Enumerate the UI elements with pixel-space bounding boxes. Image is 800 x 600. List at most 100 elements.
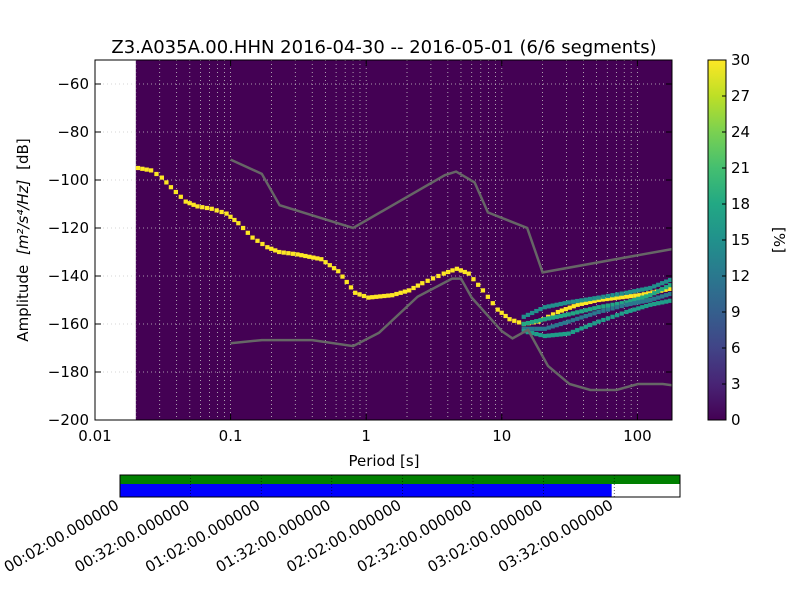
psd-cell-main: [600, 297, 605, 302]
psd-cell-main: [425, 278, 430, 283]
psd-cell-main: [173, 189, 179, 195]
psd-cell-main: [436, 273, 441, 279]
psd-cell-secondary: [615, 292, 620, 297]
psd-cell-secondary: [601, 294, 606, 299]
psd-cell-secondary: [652, 296, 657, 301]
psd-cell-secondary: [534, 326, 539, 331]
psd-cell-secondary: [628, 301, 633, 307]
psd-cell-main: [596, 297, 601, 303]
psd-cell-main: [187, 201, 192, 206]
psd-cell-main: [240, 225, 246, 231]
colorbar-tick-label: 9: [731, 303, 741, 321]
psd-cell-main: [386, 293, 391, 298]
psd-cell-secondary: [538, 318, 543, 323]
colorbar-tick-label: 15: [731, 231, 750, 249]
psd-cell-main: [361, 293, 367, 299]
psd-cell-secondary: [628, 308, 633, 313]
psd-cell-main: [592, 298, 597, 304]
psd-cell-main: [503, 313, 508, 319]
psd-cell-main: [290, 251, 296, 256]
psd-cell-secondary: [538, 307, 543, 312]
colorbar-label: [%]: [770, 227, 788, 253]
psd-cell-secondary: [660, 300, 665, 305]
psd-cell-main: [378, 294, 383, 299]
psd-cell-main: [164, 180, 169, 185]
colorbar-tick-label: 12: [731, 267, 750, 285]
psd-cell-secondary: [558, 332, 563, 337]
psd-cell-main: [204, 205, 210, 211]
psd-cell-secondary: [615, 305, 620, 310]
psd-cell-secondary: [605, 303, 611, 308]
psd-cell-main: [466, 271, 471, 276]
timeline-tick-label: 00:02:00.000000: [1, 496, 122, 576]
y-tick-label: −200: [48, 411, 89, 429]
psd-cell-secondary: [596, 305, 601, 310]
y-tick-label: −180: [48, 363, 89, 381]
psd-cell-main: [555, 309, 561, 315]
psd-cell-secondary: [575, 298, 580, 304]
psd-cell-secondary: [652, 301, 657, 307]
psd-cell-secondary: [640, 299, 645, 304]
y-tick-label: −160: [48, 315, 89, 333]
psd-cell-secondary: [648, 293, 653, 298]
psd-cell-main: [269, 246, 274, 251]
timeline-tick-label: 03:02:00.000000: [425, 496, 546, 576]
psd-cell-secondary: [570, 311, 576, 316]
psd-cell-secondary: [562, 313, 567, 318]
psd-cell-secondary: [632, 301, 637, 306]
psd-cell-main: [191, 202, 196, 207]
timeline-tick-labels: 00:02:00.00000000:32:00.00000001:02:00.0…: [1, 496, 616, 576]
psd-cell-main: [608, 296, 613, 301]
psd-cell-secondary: [632, 289, 637, 294]
y-axis-label: Amplitude [m²/s⁴/Hz] [dB]: [14, 138, 32, 341]
psd-cell-secondary: [575, 316, 580, 321]
y-axis-label-suffix: [dB]: [14, 138, 32, 170]
x-tick-label: 0.1: [219, 427, 243, 445]
psd-cell-secondary: [668, 283, 673, 288]
psd-cell-secondary: [546, 304, 551, 309]
psd-cell-secondary: [660, 287, 665, 292]
psd-cell-main: [140, 166, 145, 171]
psd-cell-main: [295, 252, 300, 257]
psd-cell-secondary: [592, 311, 597, 316]
psd-cell-secondary: [570, 318, 576, 323]
psd-cell-secondary: [660, 281, 665, 286]
psd-cell-secondary: [636, 288, 641, 293]
psd-cell-secondary: [562, 301, 567, 306]
psd-cell-secondary: [648, 285, 653, 291]
psd-cell-secondary: [640, 287, 645, 292]
psd-cell-secondary: [664, 279, 669, 284]
psd-cell-main: [624, 294, 630, 299]
psd-cell-secondary: [632, 297, 637, 303]
psd-cell-main: [214, 208, 219, 213]
psd-cell-secondary: [550, 315, 555, 320]
psd-cell-secondary: [605, 307, 611, 312]
psd-cell-secondary: [648, 297, 653, 303]
colorbar-tick-label: 3: [731, 375, 741, 393]
psd-cell-secondary: [583, 324, 588, 329]
psd-cell-secondary: [546, 333, 551, 338]
psd-cell-main: [336, 269, 341, 274]
chart-title: Z3.A035A.00.HHN 2016-04-30 -- 2016-05-01…: [111, 37, 656, 58]
y-axis-label-unit: [m²/s⁴/Hz]: [14, 179, 32, 255]
psd-cell-secondary: [521, 321, 526, 327]
psd-cell-secondary: [562, 331, 567, 337]
psd-cell-main: [441, 271, 446, 276]
psd-cell-secondary: [610, 302, 615, 307]
y-axis-ticks: −200 −180 −160 −140 −120 −100 −80 −60: [48, 75, 672, 429]
psd-cell-secondary: [648, 302, 653, 307]
psd-cell-main: [430, 276, 436, 281]
psd-cell-secondary: [566, 312, 571, 317]
psd-cell-main: [148, 168, 154, 173]
psd-cell-main: [390, 293, 395, 298]
psd-plot-area: [94, 59, 673, 421]
psd-cell-secondary: [656, 289, 661, 294]
psd-cell-secondary: [636, 306, 641, 311]
psd-cell-main: [476, 282, 481, 287]
psd-cell-main: [516, 320, 522, 325]
psd-cell-main: [315, 256, 320, 261]
psd-cell-main: [228, 214, 233, 219]
x-axis-ticks: 0.01 0.1 1 10 100: [78, 60, 652, 445]
psd-cell-main: [507, 317, 512, 322]
psd-cell-secondary: [550, 333, 555, 338]
